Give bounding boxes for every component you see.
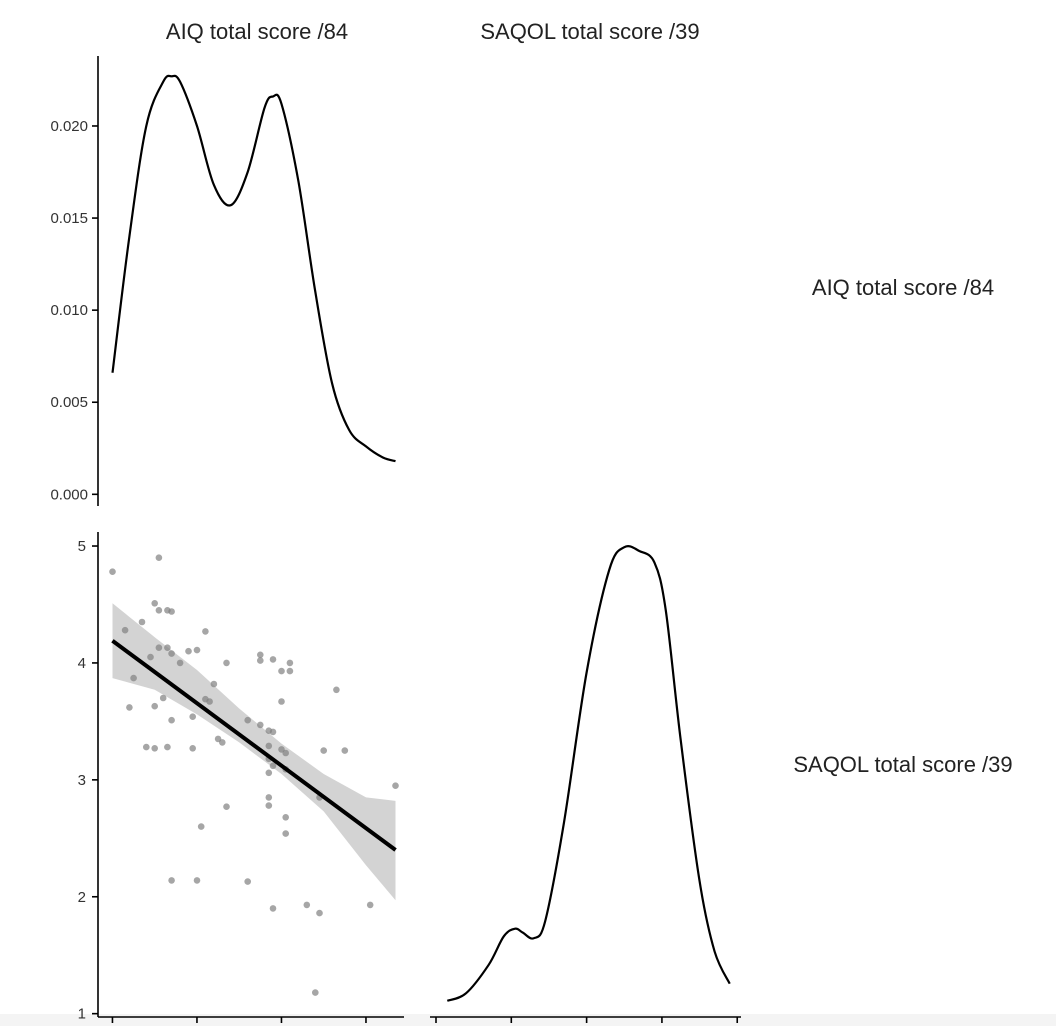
scatter-y-tick-label: 2 bbox=[78, 889, 86, 906]
scatter-point bbox=[193, 646, 201, 654]
scatter-y-tick-label: 4 bbox=[78, 655, 86, 672]
scatter-point bbox=[278, 667, 285, 675]
scatter-point bbox=[151, 745, 158, 752]
scatter-point bbox=[155, 607, 163, 614]
scatter-point bbox=[286, 667, 294, 675]
row-label-2: SAQOL total score /39 bbox=[793, 752, 1012, 777]
scatter-point bbox=[257, 657, 264, 664]
scatter-point bbox=[168, 716, 175, 724]
scatter-point bbox=[189, 745, 196, 752]
bottom-band bbox=[0, 1014, 1056, 1026]
scatter-point bbox=[269, 656, 277, 663]
scatter-point bbox=[155, 554, 163, 561]
plot-marks: 0.0000.0050.0100.0150.020123450204060123… bbox=[50, 56, 741, 1031]
saqol-density-curve bbox=[446, 544, 731, 1002]
scatter-point bbox=[185, 647, 192, 655]
scatter-point bbox=[282, 749, 290, 757]
aiq-density-y-tick-label: 0.020 bbox=[50, 118, 88, 135]
col-label-2: SAQOL total score /39 bbox=[480, 19, 699, 44]
scatter-point bbox=[176, 659, 184, 667]
scatter-point bbox=[333, 686, 340, 694]
regression-confidence-band bbox=[112, 603, 396, 901]
scatter-point bbox=[341, 747, 349, 754]
scatter-point bbox=[282, 814, 290, 821]
scatter-point bbox=[244, 878, 251, 885]
col-label-1: AIQ total score /84 bbox=[166, 19, 348, 44]
scatter-y-tick-label: 3 bbox=[78, 772, 86, 789]
scatter-point bbox=[366, 901, 374, 909]
scatter-point bbox=[126, 704, 133, 711]
scatter-point bbox=[269, 905, 277, 912]
scatter-point bbox=[164, 644, 171, 651]
scatter-point bbox=[159, 694, 167, 702]
scatter-point bbox=[269, 762, 277, 770]
scatter-point bbox=[303, 901, 311, 909]
scatter-point bbox=[121, 626, 129, 634]
scatter-point bbox=[168, 650, 175, 657]
scatter-y-tick-label: 1 bbox=[78, 1006, 86, 1023]
scatter-y-tick-label: 5 bbox=[78, 538, 86, 555]
aiq-density-y-tick-label: 0.015 bbox=[50, 210, 88, 227]
scatter-point bbox=[265, 769, 273, 777]
row-label-1: AIQ total score /84 bbox=[812, 275, 994, 300]
scatter-point bbox=[210, 680, 218, 688]
scatter-point bbox=[206, 698, 213, 705]
scatter-point bbox=[257, 721, 264, 729]
scatter-point bbox=[168, 608, 175, 615]
scatter-point bbox=[269, 728, 277, 736]
aiq-density-y-tick-label: 0.005 bbox=[50, 394, 88, 411]
scatter-point bbox=[109, 568, 116, 575]
scatter-point bbox=[164, 743, 171, 751]
scatter-point bbox=[392, 782, 399, 789]
scatter-point bbox=[219, 739, 226, 746]
scatter-point bbox=[143, 743, 150, 751]
scatter-point bbox=[202, 628, 209, 635]
scatter-point bbox=[151, 702, 158, 710]
scatter-point bbox=[320, 747, 328, 754]
scatter-point bbox=[147, 653, 154, 661]
scatter-point bbox=[138, 618, 146, 626]
scatter-point bbox=[189, 713, 196, 720]
scatter-point bbox=[193, 877, 201, 884]
aiq-density-curve bbox=[111, 74, 396, 463]
scatter-point bbox=[316, 909, 323, 917]
aiq-density-y-tick-label: 0.000 bbox=[50, 486, 88, 503]
scatter-point bbox=[244, 716, 251, 724]
scatter-point bbox=[265, 794, 273, 801]
scatter-point bbox=[130, 674, 137, 682]
aiq-density-y-tick-label: 0.010 bbox=[50, 302, 88, 319]
scatter-point bbox=[168, 877, 175, 884]
scatter-point bbox=[265, 802, 273, 809]
regression-line bbox=[111, 639, 397, 852]
scatter-point bbox=[155, 644, 163, 651]
scatter-point bbox=[286, 659, 294, 667]
scatter-point bbox=[223, 659, 230, 667]
scatter-point bbox=[223, 803, 230, 810]
scatter-point bbox=[257, 651, 264, 659]
scatter-point bbox=[151, 600, 158, 607]
scatter-point bbox=[312, 989, 319, 996]
scatter-point bbox=[282, 830, 290, 837]
scatter-point bbox=[265, 742, 273, 750]
scatter-point bbox=[197, 823, 205, 830]
scatter-point bbox=[278, 698, 285, 705]
